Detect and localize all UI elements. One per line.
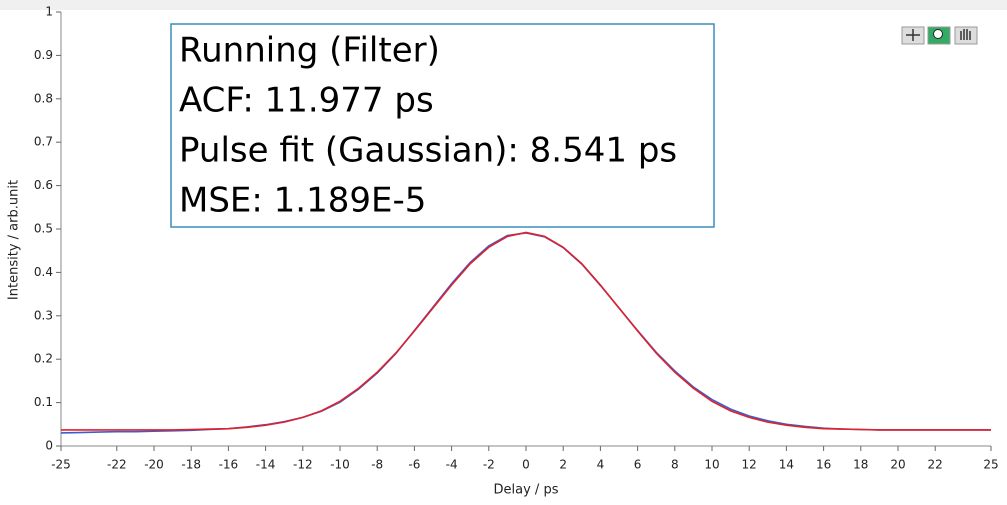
x-tick-label: 8 [671,458,679,472]
x-tick-label: 2 [559,458,567,472]
x-tick-label: 16 [816,458,831,472]
x-tick-label: 14 [779,458,794,472]
x-tick-label: 25 [983,458,998,472]
y-axis-label: Intensity / arb.unit [7,180,22,300]
x-tick-label: -22 [107,458,127,472]
y-tick-label: 0 [45,439,53,453]
y-tick-label: 0.7 [34,135,53,149]
x-tick-label: 0 [522,458,530,472]
x-tick-label: 20 [890,458,905,472]
y-tick-label: 0.1 [34,395,53,409]
y-tick-label: 1 [45,5,53,19]
pan-tool[interactable] [954,26,978,45]
x-tick-label: -16 [219,458,239,472]
annotation-box [170,23,715,228]
x-tick-label: -14 [256,458,276,472]
x-tick-label: -10 [330,458,350,472]
x-tick-label: 4 [597,458,605,472]
top-strip [0,0,1007,10]
y-tick-label: 0.8 [34,91,53,105]
x-tick-label: -4 [446,458,458,472]
y-tick-label: 0.6 [34,178,53,192]
y-tick-label: 0.3 [34,308,53,322]
x-tick-label: 22 [928,458,943,472]
annotation-line: Running (Filter) [179,31,440,71]
annotation-line: Pulse fit (Gaussian): 8.541 ps [179,131,677,171]
x-tick-label: 10 [704,458,719,472]
x-tick-label: -18 [181,458,201,472]
x-axis-label: Delay / ps [494,483,559,498]
x-tick-label: -8 [371,458,383,472]
zoom-icon [933,29,943,39]
x-tick-label: -2 [483,458,495,472]
y-tick-label: 0.2 [34,352,53,366]
y-tick-label: 0.4 [34,265,53,279]
plot-area [60,231,991,434]
x-tick-label: -20 [144,458,164,472]
x-tick-label: -25 [51,458,71,472]
pan-icon [960,29,971,40]
x-tick-label: 18 [853,458,868,472]
annotation-line: MSE: 1.189E-5 [179,181,426,221]
graph-toolbar [901,26,978,45]
x-tick-label: -12 [293,458,313,472]
x-tick-label: -6 [408,458,420,472]
annotation-line: ACF: 11.977 ps [179,81,434,121]
y-tick-label: 0.9 [34,48,53,62]
cursor-icon [906,29,920,41]
series-line [61,231,991,431]
y-tick-label: 0.5 [34,222,53,236]
x-tick-label: 6 [634,458,642,472]
x-tick-label: 12 [742,458,757,472]
